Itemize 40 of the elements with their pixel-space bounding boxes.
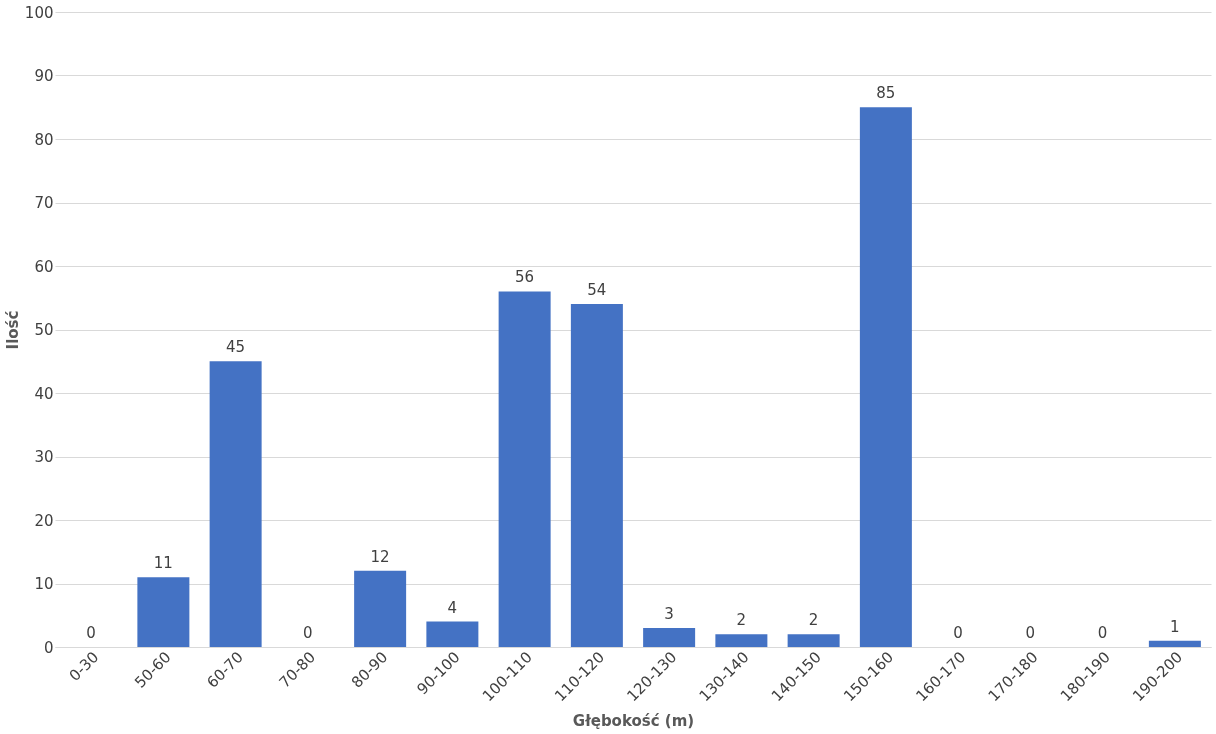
y-tick-label: 20: [34, 511, 54, 530]
bar: [137, 577, 190, 647]
y-tick-label: 10: [34, 575, 54, 593]
data-label: 3: [664, 604, 674, 623]
bar: [426, 621, 479, 647]
data-label: 0: [303, 624, 313, 642]
y-tick-label: 60: [34, 257, 54, 276]
y-axis-title: Ilość: [3, 310, 22, 350]
data-label: 56: [515, 268, 535, 287]
bar: [1148, 640, 1201, 647]
data-label: 12: [370, 547, 390, 566]
y-tick-label: 90: [34, 67, 54, 85]
y-tick-label: 30: [34, 448, 54, 466]
bar: [787, 634, 840, 647]
bar: [498, 291, 551, 647]
x-axis-title: Głębokość (m): [572, 712, 695, 731]
data-label: 0: [1025, 624, 1036, 642]
data-label: 2: [736, 611, 747, 630]
bar: [209, 361, 262, 647]
data-label: 11: [153, 554, 173, 573]
data-label: 1: [1170, 617, 1180, 636]
bar: [715, 634, 768, 647]
data-label: 0: [86, 624, 96, 642]
y-tick-label: 100: [24, 3, 54, 22]
y-tick-label: 0: [43, 638, 54, 657]
y-tick-label: 70: [34, 194, 54, 212]
data-label: 2: [808, 611, 819, 630]
bar: [570, 304, 623, 647]
data-label: 45: [226, 338, 246, 357]
bar: [643, 627, 696, 647]
data-label: 0: [953, 624, 963, 642]
data-label: 4: [447, 598, 458, 617]
data-label: 54: [587, 281, 607, 300]
y-tick-label: 50: [34, 321, 54, 339]
bar: [859, 107, 912, 647]
y-tick-label: 80: [34, 130, 54, 149]
bar: [354, 570, 407, 647]
data-label: 85: [876, 84, 896, 103]
y-tick-label: 40: [34, 384, 54, 403]
data-label: 0: [1097, 624, 1108, 642]
